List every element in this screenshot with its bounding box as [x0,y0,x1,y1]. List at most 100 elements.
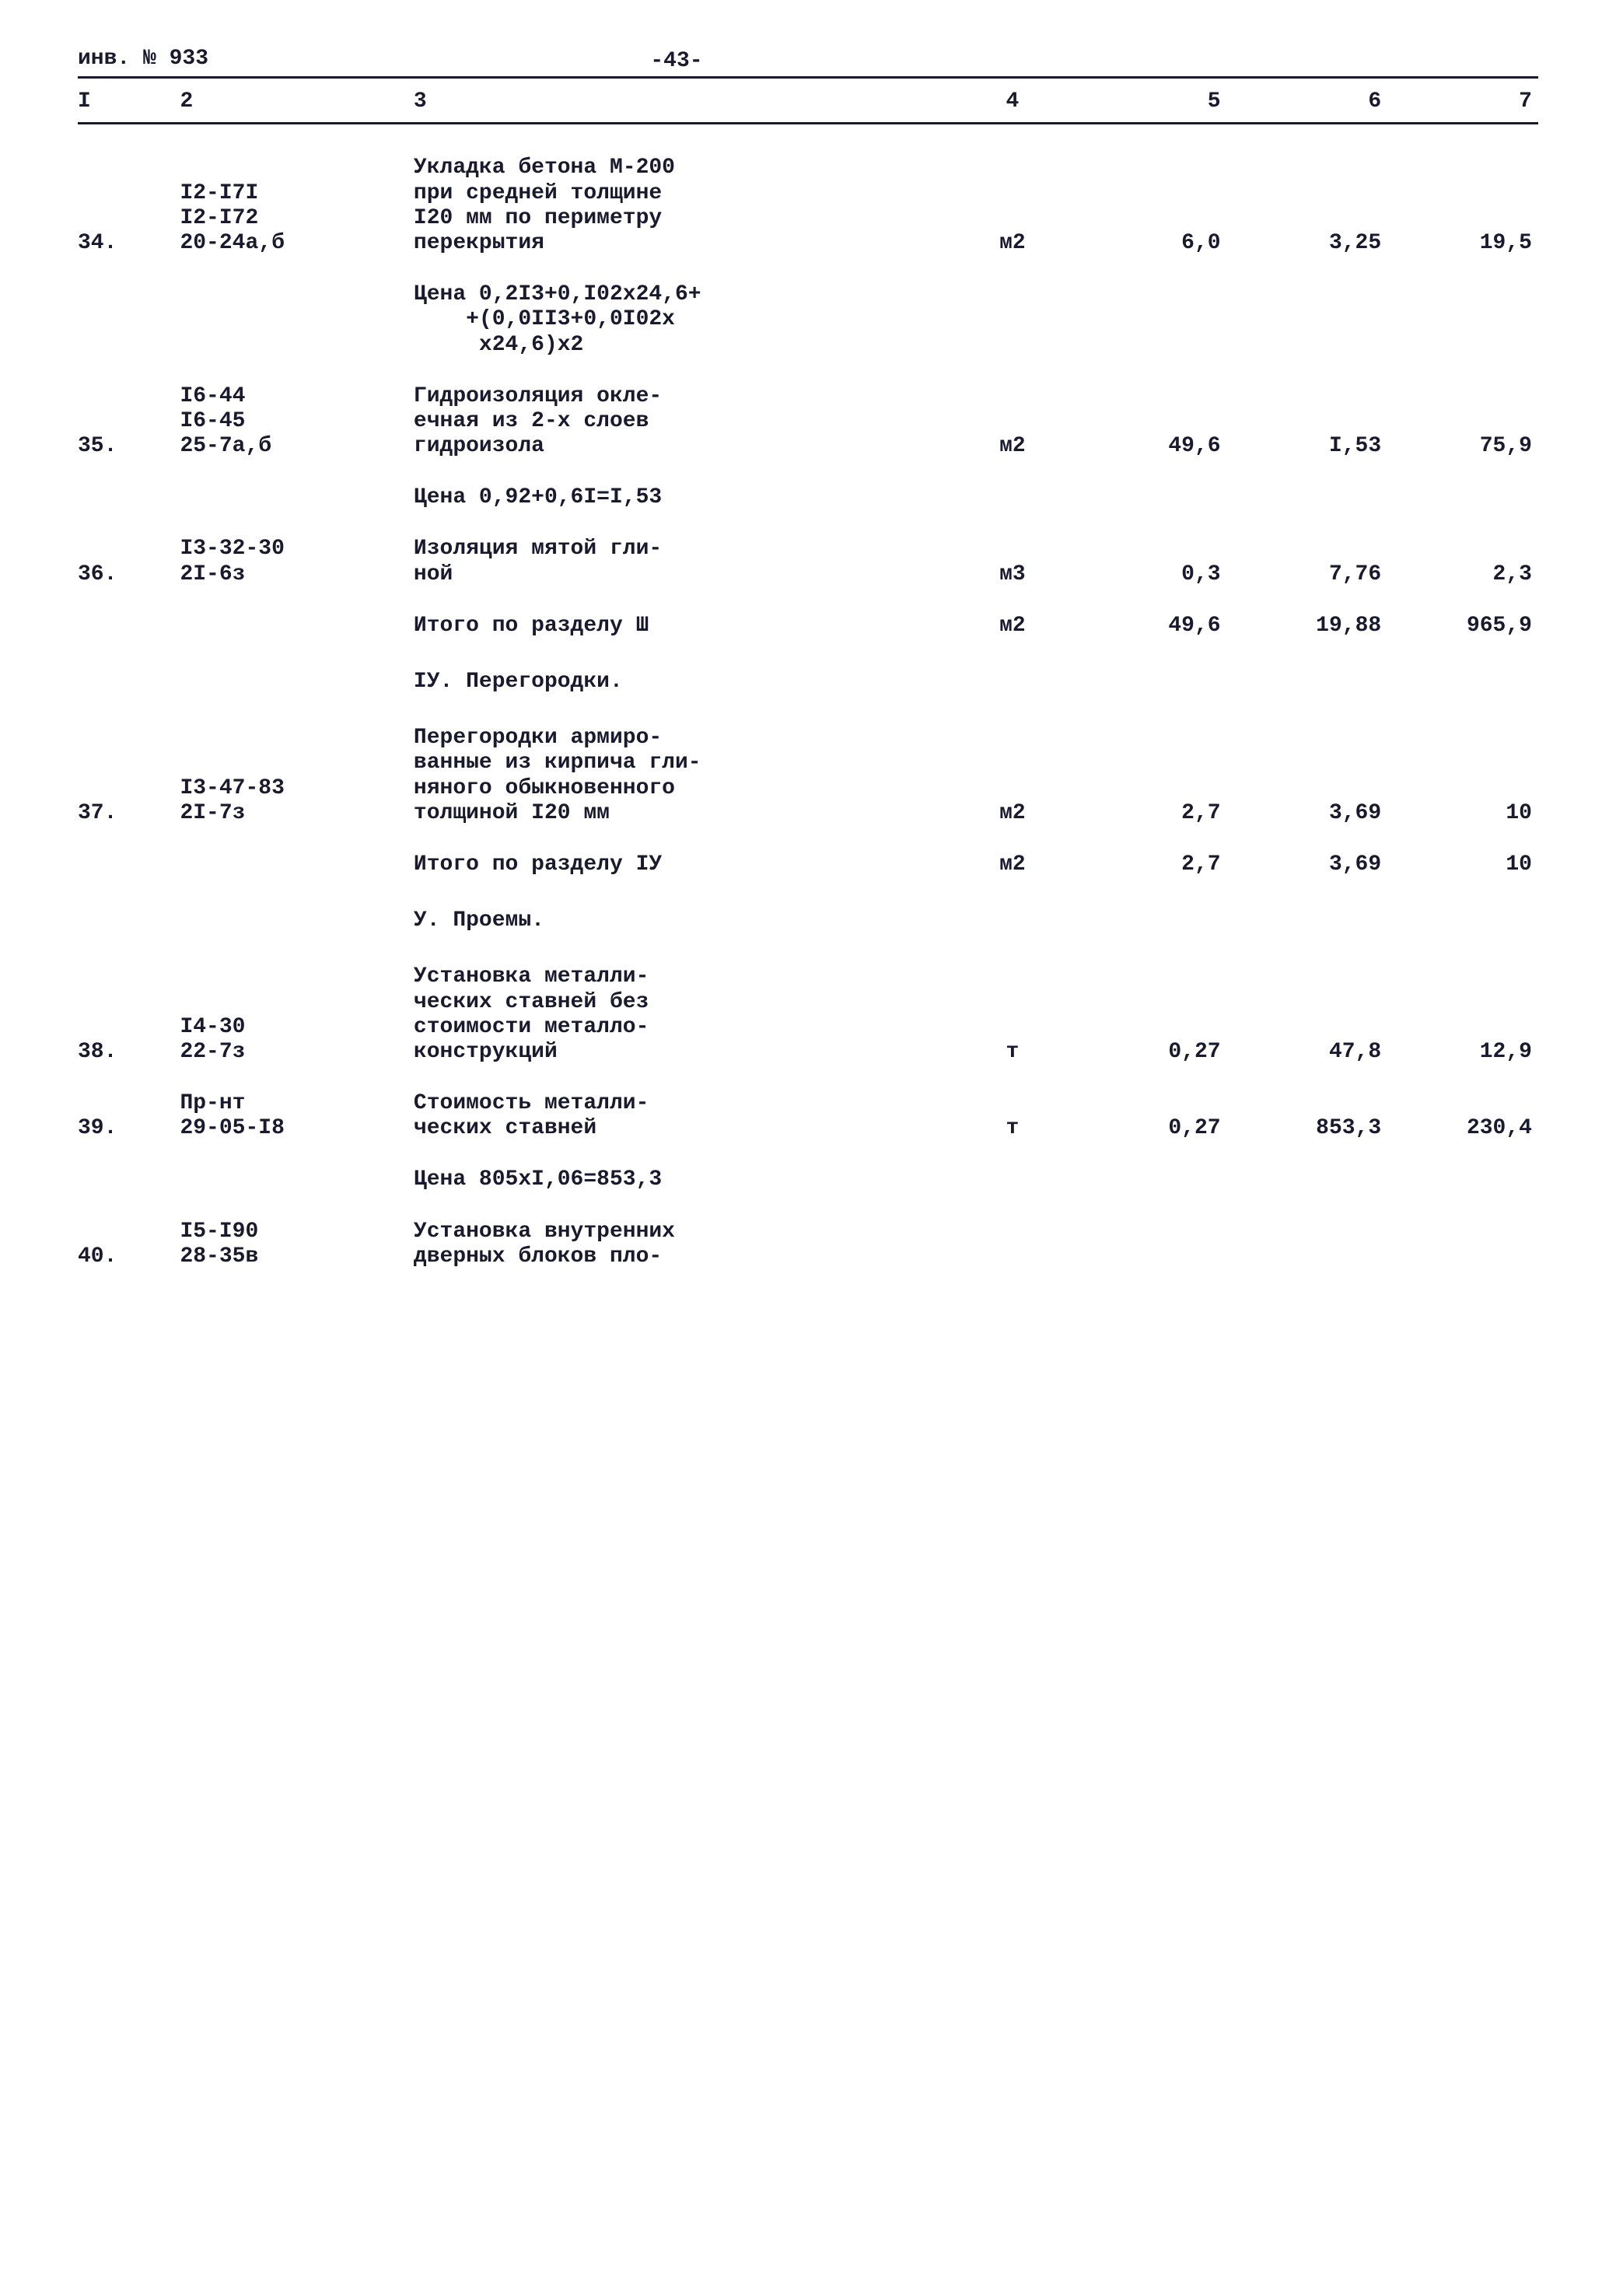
desc-line: ческих ставней [414,1116,954,1141]
row-sum: 10 [1392,801,1538,826]
desc-line: толщиной I20 мм [414,801,954,826]
column-header-row: I 2 3 4 5 6 7 [78,83,1538,124]
desc-line: стоимости металло- [414,1015,954,1040]
code-line: I5-I90 [180,1220,413,1244]
formula-line: +(0,0II3+0,0I02х [414,307,954,332]
desc-line: ческих ставней без [414,990,954,1015]
col-header-1: I [78,89,180,114]
total-unit: м2 [954,852,1071,877]
total-label: Итого по разделу IУ [414,852,954,877]
code-line: 29-05-I8 [180,1116,413,1141]
section-title-text: У. Проемы. [414,908,954,933]
total-rate: 19,88 [1232,614,1393,639]
total-label: Итого по разделу Ш [414,614,954,639]
row-code: I6-44 I6-45 25-7а,б [180,384,413,460]
document-page: инв. № 933 -43- I 2 3 4 5 6 7 34. I2-I7I… [78,47,1538,1269]
table-row: 36. I3-32-30 2I-6з Изоляция мятой гли- н… [78,537,1538,586]
total-sum: 965,9 [1392,614,1538,639]
table-row: 37. I3-47-83 2I-7з Перегородки армиро- в… [78,726,1538,826]
row-sum: 12,9 [1392,1040,1538,1065]
row-desc: Установка металли- ческих ставней без ст… [414,964,954,1065]
row-sum: 230,4 [1392,1116,1538,1141]
code-line: I4-30 [180,1015,413,1040]
desc-line: Стоимость металли- [414,1091,954,1116]
section-total-row: Итого по разделу Ш м2 49,6 19,88 965,9 [78,614,1538,639]
price-formula: Цена 0,2I3+0,I02х24,6+ +(0,0II3+0,0I02х … [414,282,954,358]
row-desc: Укладка бетона М-200 при средней толщине… [414,156,954,256]
row-sum: 75,9 [1392,434,1538,459]
row-qty: 0,3 [1071,562,1232,587]
row-qty: 2,7 [1071,801,1232,826]
code-line: I3-47-83 [180,776,413,801]
table-row: 39. Пр-нт 29-05-I8 Стоимость металли- че… [78,1091,1538,1141]
table-row: 38. I4-30 22-7з Установка металли- чески… [78,964,1538,1065]
formula-line: х24,6)х2 [414,333,954,358]
desc-line: гидроизола [414,434,954,459]
desc-line: I20 мм по периметру [414,206,954,231]
row-unit: м2 [954,231,1071,256]
page-number: -43- [457,49,895,79]
code-line: Пр-нт [180,1091,413,1116]
section-heading: У. Проемы. [78,908,1538,933]
row-unit: м3 [954,562,1071,587]
col-header-3: 3 [414,89,954,114]
row-num: 34. [78,231,180,256]
code-line: 2I-6з [180,562,413,587]
desc-line: при средней толщине [414,181,954,206]
row-desc: Установка внутренних дверных блоков пло- [414,1220,954,1269]
code-line: 22-7з [180,1040,413,1065]
desc-line: няного обыкновенного [414,776,954,801]
formula-line: Цена 0,2I3+0,I02х24,6+ [414,282,954,307]
row-num: 35. [78,434,180,459]
col-header-7: 7 [1392,89,1538,114]
row-num: 36. [78,562,180,587]
total-qty: 2,7 [1071,852,1232,877]
col-header-6: 6 [1232,89,1393,114]
row-qty: 0,27 [1071,1116,1232,1141]
formula-row: Цена 0,2I3+0,I02х24,6+ +(0,0II3+0,0I02х … [78,282,1538,358]
desc-line: ечная из 2-х слоев [414,409,954,434]
total-qty: 49,6 [1071,614,1232,639]
desc-line: Изоляция мятой гли- [414,537,954,562]
row-code: Пр-нт 29-05-I8 [180,1091,413,1141]
code-line: I6-44 [180,384,413,409]
total-sum: 10 [1392,852,1538,877]
row-unit: м2 [954,801,1071,826]
row-desc: Перегородки армиро- ванные из кирпича гл… [414,726,954,826]
row-code: I5-I90 28-35в [180,1220,413,1269]
section-heading: IУ. Перегородки. [78,670,1538,695]
row-rate: I,53 [1232,434,1393,459]
desc-line: перекрытия [414,231,954,256]
desc-line: ванные из кирпича гли- [414,751,954,775]
row-unit: м2 [954,434,1071,459]
row-desc: Гидроизоляция окле- ечная из 2-х слоев г… [414,384,954,460]
row-num: 37. [78,801,180,826]
row-unit: т [954,1116,1071,1141]
inventory-number: инв. № 933 [78,47,457,72]
row-desc: Изоляция мятой гли- ной [414,537,954,586]
row-rate: 3,69 [1232,801,1393,826]
price-formula: Цена 0,92+0,6I=I,53 [414,485,954,510]
row-num: 39. [78,1116,180,1141]
row-rate: 3,25 [1232,231,1393,256]
row-desc: Стоимость металли- ческих ставней [414,1091,954,1141]
table-row: 35. I6-44 I6-45 25-7а,б Гидроизоляция ок… [78,384,1538,460]
col-header-5: 5 [1071,89,1232,114]
table-row: 34. I2-I7I I2-I72 20-24а,б Укладка бетон… [78,156,1538,256]
desc-line: ной [414,562,954,587]
total-unit: м2 [954,614,1071,639]
row-num: 38. [78,1040,180,1065]
row-code: I3-32-30 2I-6з [180,537,413,586]
row-sum: 19,5 [1392,231,1538,256]
code-line: I3-32-30 [180,537,413,562]
price-formula: Цена 805хI,06=853,3 [414,1167,954,1192]
code-line: 28-35в [180,1244,413,1269]
col-header-4: 4 [954,89,1071,114]
code-line: 20-24а,б [180,231,413,256]
desc-line: Гидроизоляция окле- [414,384,954,409]
desc-line: Установка металли- [414,964,954,989]
row-rate: 7,76 [1232,562,1393,587]
total-rate: 3,69 [1232,852,1393,877]
formula-line: Цена 805хI,06=853,3 [414,1167,954,1192]
row-qty: 0,27 [1071,1040,1232,1065]
